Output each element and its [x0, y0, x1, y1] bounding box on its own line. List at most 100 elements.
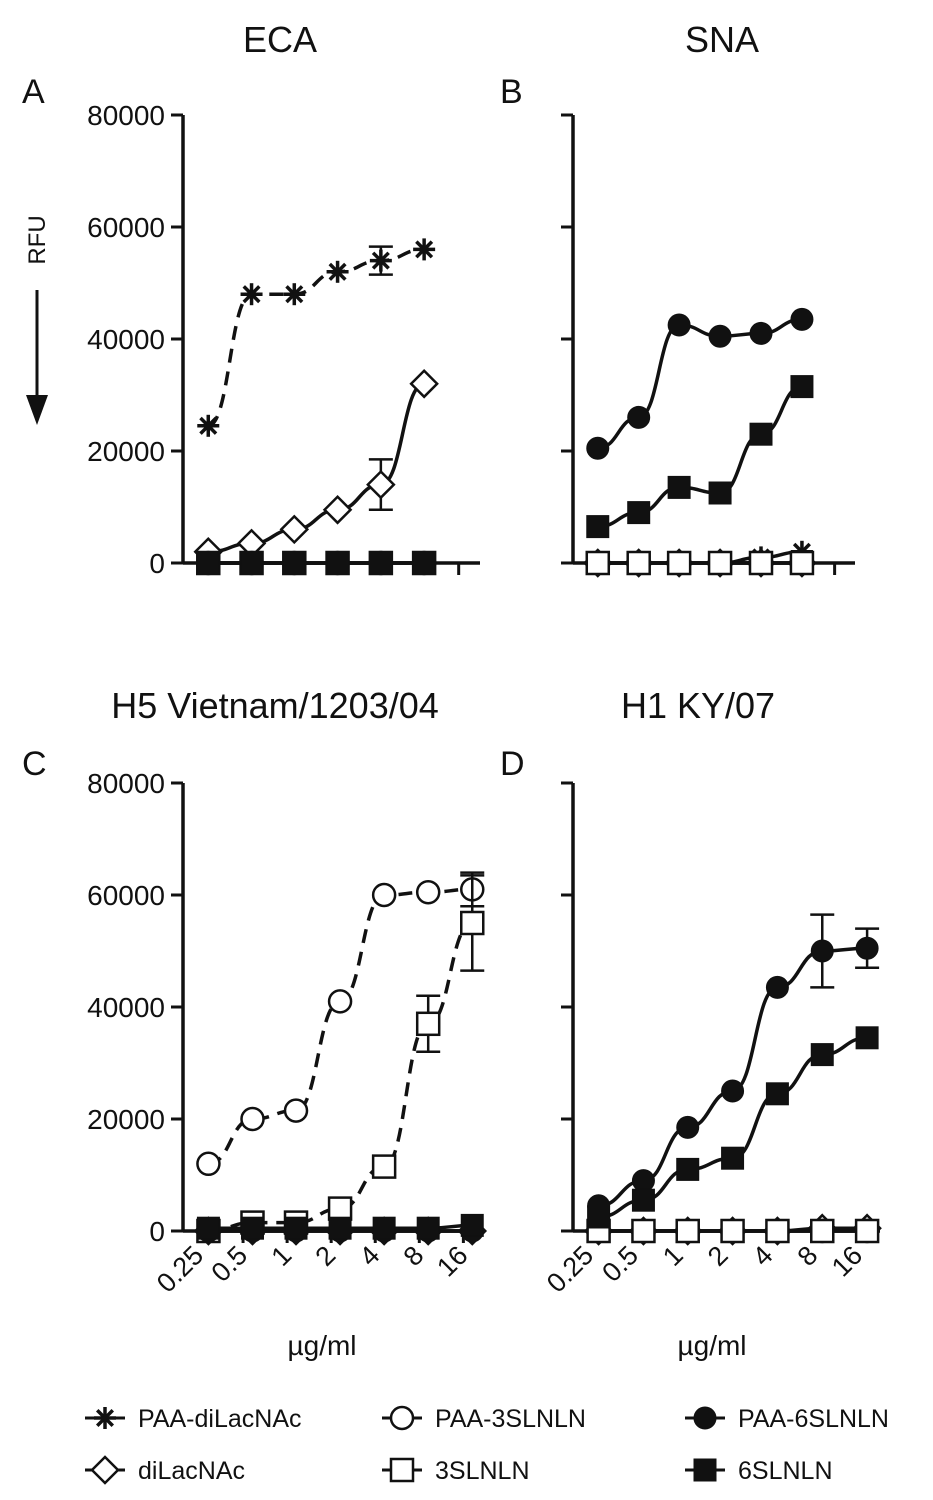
series-paa-6slnln — [587, 913, 880, 1218]
x-tick-label: 1 — [266, 1240, 298, 1272]
data-point — [369, 249, 392, 272]
series-6slnln — [196, 551, 436, 575]
data-point — [631, 1188, 655, 1212]
data-point — [284, 1216, 308, 1240]
series-line — [207, 247, 425, 428]
panel-c: 0 20000 40000 60000 80000 0.250.5 1 2 4 8 16 — [87, 768, 488, 1298]
legend-label-paa-dilacnac: PAA-diLacNAc — [138, 1405, 302, 1433]
data-point — [708, 324, 732, 348]
data-point — [675, 1218, 700, 1244]
data-point — [322, 495, 353, 525]
x-axis-label-c: µg/ml — [287, 1330, 356, 1361]
x-tick-label: 1 — [657, 1240, 689, 1272]
y-tick-label: 0 — [149, 1216, 165, 1247]
data-point — [721, 1146, 745, 1170]
data-point — [810, 939, 834, 963]
x-tick-label: 0.25 — [541, 1240, 599, 1298]
data-point — [626, 550, 651, 576]
x-tick-label: 16 — [431, 1240, 473, 1282]
data-point — [855, 1026, 879, 1050]
panel-letter-b: B — [500, 73, 523, 111]
data-point — [460, 910, 485, 936]
legend-marker-icon — [94, 1407, 116, 1429]
x-axis-label-d: µg/ml — [677, 1330, 746, 1361]
data-point — [413, 238, 436, 261]
panel-d: 0.250.5 1 2 4 8 16 — [541, 781, 882, 1298]
y-tick-label: 0 — [149, 548, 165, 579]
data-point — [196, 1216, 220, 1240]
data-point — [197, 414, 220, 437]
data-point — [240, 283, 263, 306]
data-point — [789, 550, 815, 576]
series-3slnln — [586, 1218, 880, 1244]
data-point — [328, 1216, 352, 1240]
data-point — [627, 405, 651, 429]
series-line — [208, 382, 425, 554]
series-3slnln — [196, 874, 485, 1244]
panel-b — [561, 113, 855, 578]
x-tick-label: 8 — [398, 1240, 430, 1272]
legend-label-3slnln: 3SLNLN — [435, 1457, 530, 1485]
y-tick-label: 40000 — [87, 324, 165, 355]
data-point — [585, 550, 611, 576]
data-point — [415, 1011, 441, 1037]
data-point — [587, 1205, 611, 1229]
legend-label-dilacnac: diLacNAc — [138, 1457, 245, 1485]
data-point — [327, 989, 353, 1014]
data-point — [631, 1169, 655, 1193]
legend-item-dilacnac: diLacNAc — [85, 1455, 245, 1485]
legend: PAA-diLacNAc PAA-3SLNLN PAA-6SLNLN diLac… — [85, 1405, 889, 1485]
y-tick-label: 40000 — [87, 992, 165, 1023]
legend-marker-icon — [693, 1458, 717, 1482]
y-tick-label: 60000 — [87, 212, 165, 243]
panel-letter-a: A — [22, 73, 45, 111]
y-tick-label: 80000 — [87, 768, 165, 799]
data-point — [707, 550, 733, 576]
x-tick-label: 4 — [354, 1240, 386, 1272]
series-paa-6slnln — [586, 307, 814, 460]
data-point — [708, 481, 732, 505]
data-point — [372, 1216, 396, 1240]
data-point — [586, 515, 610, 539]
legend-item-3slnln: 3SLNLN — [382, 1457, 530, 1485]
legend-marker-icon — [693, 1406, 717, 1430]
series-6slnln — [586, 375, 814, 539]
x-tick-label: 16 — [826, 1240, 868, 1282]
data-point — [240, 1106, 265, 1132]
data-point — [810, 1218, 835, 1244]
series-paa-3slnln — [196, 871, 485, 1177]
data-point — [676, 1115, 700, 1139]
legend-item-6slnln: 6SLNLN — [685, 1457, 833, 1485]
x-tick-label: 4 — [747, 1240, 779, 1272]
data-point — [790, 375, 814, 399]
legend-item-paa-dilacnac: PAA-diLacNAc — [85, 1405, 302, 1433]
x-tick-label: 2 — [702, 1240, 734, 1272]
y-tick-label: 20000 — [87, 1104, 165, 1135]
legend-item-paa-3slnln: PAA-3SLNLN — [382, 1405, 586, 1433]
panel-letter-c: C — [22, 745, 47, 783]
data-point — [460, 1213, 484, 1237]
y-tick-label: 60000 — [87, 880, 165, 911]
data-point — [631, 1218, 656, 1244]
panel-title-eca: ECA — [243, 19, 317, 60]
y-axis-label: RFU — [24, 215, 51, 264]
panel-title-h5: H5 Vietnam/1203/04 — [111, 685, 439, 726]
data-point — [369, 551, 393, 575]
series-paa-dilacnac — [586, 540, 813, 574]
series-line — [208, 921, 473, 1233]
series-paa-dilacnac — [197, 238, 436, 437]
data-point — [627, 501, 651, 525]
data-point — [279, 514, 310, 545]
y-tick-label: 20000 — [87, 436, 165, 467]
data-point — [855, 936, 879, 960]
legend-item-paa-6slnln: PAA-6SLNLN — [685, 1405, 889, 1433]
data-point — [749, 321, 773, 345]
legend-label-paa-3slnln: PAA-3SLNLN — [435, 1405, 586, 1433]
data-point — [326, 551, 350, 575]
series-6slnln — [587, 1026, 879, 1229]
data-point — [749, 422, 773, 446]
data-point — [196, 551, 220, 575]
x-tick-label: 0.5 — [596, 1240, 644, 1288]
data-point — [667, 313, 691, 337]
data-point — [327, 1196, 353, 1221]
